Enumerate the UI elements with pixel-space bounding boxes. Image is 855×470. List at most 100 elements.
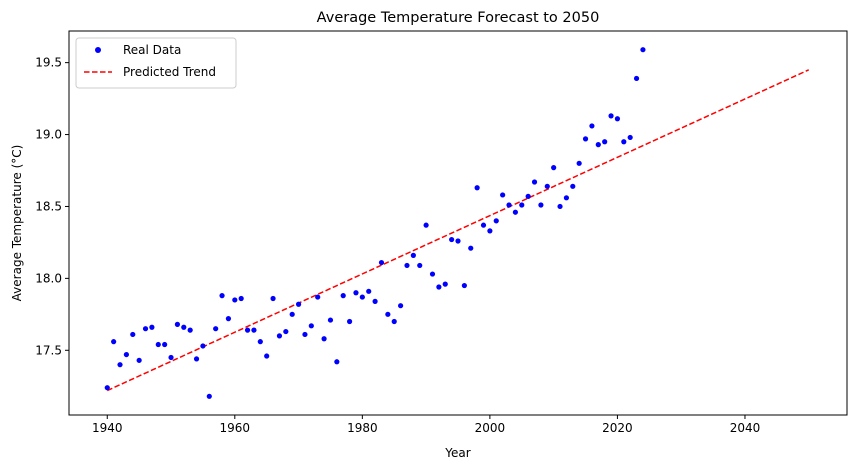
data-point	[576, 160, 582, 166]
data-point	[111, 339, 117, 345]
data-point	[155, 341, 161, 348]
data-point	[589, 123, 595, 129]
data-point	[633, 75, 640, 82]
legend: Real Data Predicted Trend	[75, 37, 237, 89]
data-point	[455, 238, 461, 244]
data-point	[327, 317, 334, 323]
x-axis: 1940 1960 1980 2000 2020 2040	[92, 415, 760, 435]
data-point	[302, 331, 308, 338]
legend-box	[75, 37, 237, 89]
data-point	[480, 222, 487, 228]
data-point	[391, 318, 397, 325]
data-point	[551, 165, 557, 171]
data-point	[449, 236, 455, 243]
data-point	[404, 262, 410, 269]
data-point	[168, 354, 174, 361]
data-point	[398, 303, 404, 309]
data-point	[289, 311, 295, 317]
data-point	[417, 262, 423, 269]
data-point	[461, 282, 467, 289]
data-point	[519, 202, 525, 208]
y-tick-label: 18.0	[35, 271, 62, 285]
data-point	[487, 228, 493, 234]
data-point	[321, 336, 327, 342]
data-point	[468, 245, 474, 251]
data-point	[608, 113, 614, 119]
data-point	[410, 252, 416, 258]
data-point	[512, 209, 518, 215]
data-point	[442, 281, 448, 287]
data-point	[595, 142, 601, 148]
data-point	[276, 333, 283, 339]
y-axis-label: Average Temperature (°C)	[10, 145, 24, 302]
x-tick-label: 2020	[602, 421, 633, 435]
data-point	[130, 331, 136, 338]
data-point	[372, 298, 378, 304]
data-point	[213, 326, 219, 332]
x-tick-label: 1960	[220, 421, 251, 435]
y-tick-label: 18.5	[35, 199, 62, 213]
data-point	[162, 341, 168, 348]
x-tick-label: 1980	[347, 421, 378, 435]
data-point	[187, 327, 193, 333]
plot-area-frame	[68, 30, 848, 416]
x-tick-label: 2040	[730, 421, 761, 435]
data-point	[366, 288, 372, 294]
data-point	[244, 327, 251, 333]
data-point	[315, 294, 321, 300]
data-point	[264, 353, 270, 359]
data-point	[117, 362, 123, 368]
y-tick-label: 19.0	[35, 128, 62, 142]
data-point	[142, 326, 149, 332]
data-point	[506, 202, 512, 208]
data-point	[563, 195, 570, 201]
data-point	[283, 328, 289, 335]
data-point	[225, 316, 232, 322]
data-point	[136, 357, 142, 363]
trend-layer	[106, 69, 810, 392]
data-point	[621, 139, 627, 145]
data-point	[251, 327, 257, 333]
data-point	[614, 116, 621, 122]
data-point	[385, 311, 391, 317]
data-point	[295, 301, 302, 307]
data-point	[538, 202, 544, 208]
data-point	[257, 339, 263, 345]
data-point	[206, 393, 212, 399]
data-point	[149, 324, 155, 330]
data-point	[104, 385, 110, 391]
data-point	[570, 183, 576, 189]
y-tick-label: 17.5	[35, 343, 62, 357]
data-point	[500, 192, 506, 198]
data-point	[423, 222, 429, 228]
data-point	[123, 351, 129, 358]
legend-marker-real-data	[95, 47, 101, 53]
legend-label-predicted-trend: Predicted Trend	[123, 65, 216, 79]
data-point	[493, 218, 499, 224]
data-point	[334, 359, 340, 365]
data-point	[353, 290, 359, 296]
data-point	[193, 356, 200, 362]
y-axis: 17.5 18.0 18.5 19.0 19.5	[35, 56, 69, 357]
trend-line	[106, 69, 810, 392]
x-tick-label: 2000	[475, 421, 506, 435]
data-point	[181, 324, 187, 330]
data-point	[429, 271, 436, 277]
data-point	[602, 139, 608, 145]
data-point	[582, 136, 589, 142]
data-point	[359, 294, 365, 300]
data-point	[219, 293, 225, 299]
data-point	[557, 203, 563, 210]
data-point	[474, 185, 480, 191]
data-point	[270, 295, 276, 302]
data-point	[627, 134, 633, 141]
x-axis-label: Year	[444, 446, 470, 460]
y-tick-label: 19.5	[35, 56, 62, 70]
x-tick-label: 1940	[92, 421, 123, 435]
data-point	[238, 295, 244, 302]
data-point	[544, 183, 550, 189]
chart-title: Average Temperature Forecast to 2050	[317, 10, 600, 26]
data-point	[340, 293, 346, 299]
